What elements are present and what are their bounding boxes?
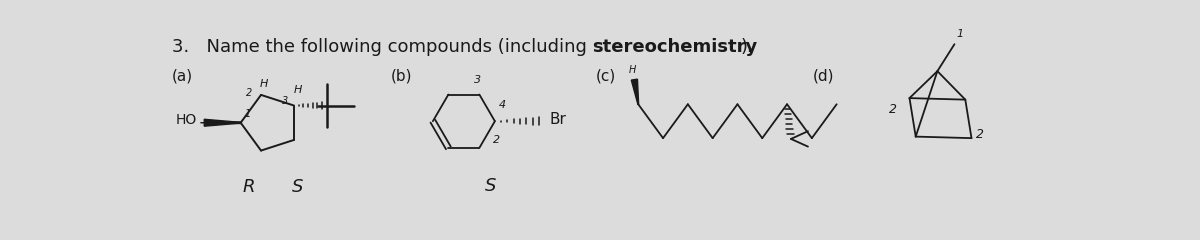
Text: 1: 1 xyxy=(956,29,964,39)
Text: ).: ). xyxy=(740,38,754,56)
Text: 2: 2 xyxy=(246,88,252,98)
Text: stereochemistry: stereochemistry xyxy=(592,38,757,56)
Text: 2: 2 xyxy=(493,135,500,145)
Text: (c): (c) xyxy=(595,69,616,84)
Polygon shape xyxy=(200,122,241,124)
Text: S: S xyxy=(292,178,302,196)
Text: S: S xyxy=(485,177,497,195)
Text: (b): (b) xyxy=(390,69,412,84)
Text: H: H xyxy=(629,65,636,75)
Text: Br: Br xyxy=(550,112,566,127)
Text: 4: 4 xyxy=(499,100,506,110)
Text: 2: 2 xyxy=(976,128,984,141)
Text: (a): (a) xyxy=(172,69,193,84)
Polygon shape xyxy=(631,79,638,104)
Text: (d): (d) xyxy=(812,69,834,84)
Text: 3.   Name the following compounds (including: 3. Name the following compounds (includi… xyxy=(172,38,593,56)
Text: 3: 3 xyxy=(282,96,288,106)
Text: H: H xyxy=(260,79,269,89)
Text: HO: HO xyxy=(175,114,197,127)
Text: 3: 3 xyxy=(474,75,481,85)
Text: R: R xyxy=(242,178,254,196)
Text: H: H xyxy=(294,85,302,95)
Text: 1: 1 xyxy=(245,108,251,119)
Text: 2: 2 xyxy=(889,103,898,116)
Polygon shape xyxy=(204,119,241,126)
